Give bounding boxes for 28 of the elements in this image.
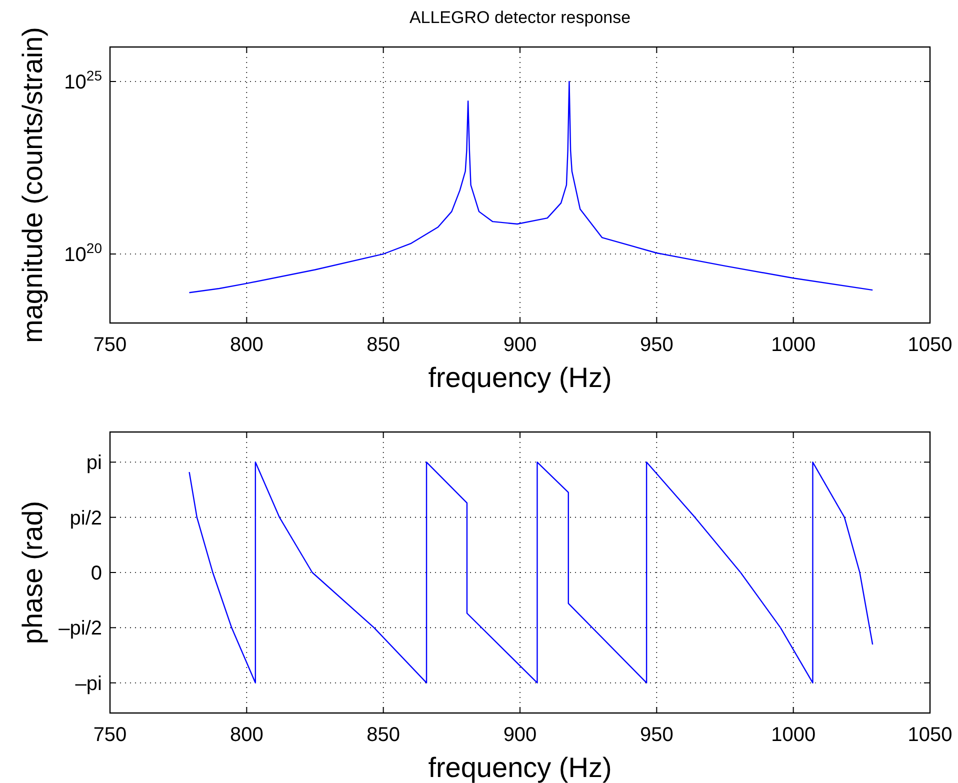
- y-tick-label: 0: [90, 562, 102, 584]
- x-tick-label: 800: [230, 334, 264, 356]
- y-axis-title: magnitude (counts/strain): [17, 27, 48, 343]
- y-tick-label: pi/2: [70, 507, 102, 530]
- y-tick-label: 10$^{20}$: [64, 240, 102, 266]
- y-tick-label: 10$^{25}$: [64, 68, 102, 94]
- x-tick-label: 900: [503, 724, 537, 746]
- y-tick-label: –pi/2: [58, 618, 102, 640]
- x-axis-title: frequency (Hz): [428, 362, 612, 393]
- y-tick-label: –pi: [75, 672, 102, 695]
- line-series: [188, 80, 874, 294]
- x-tick-label: 850: [366, 724, 400, 746]
- x-tick-label: 800: [230, 724, 264, 746]
- x-tick-label: 1000: [771, 334, 816, 356]
- x-tick-label: 750: [93, 724, 127, 746]
- x-tick-label: 1050: [908, 334, 952, 356]
- x-tick-label: 1050: [908, 724, 952, 746]
- x-tick-label: 950: [640, 724, 674, 746]
- x-tick-label: 900: [503, 334, 537, 356]
- x-tick-label: 750: [93, 334, 127, 356]
- x-axis-title: frequency (Hz): [428, 752, 612, 783]
- y-tick-label: pi: [86, 452, 102, 474]
- x-tick-label: 1000: [771, 724, 816, 746]
- chart-title: ALLEGRO detector response: [409, 8, 631, 27]
- line-series: [188, 462, 874, 684]
- x-tick-label: 950: [640, 334, 674, 356]
- y-axis-title: phase (rad): [17, 500, 48, 644]
- x-tick-label: 850: [366, 334, 400, 356]
